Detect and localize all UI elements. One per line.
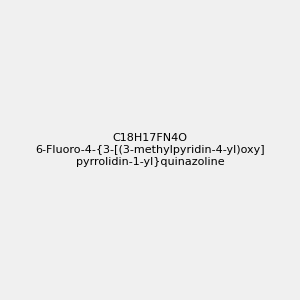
Text: C18H17FN4O
6-Fluoro-4-{3-[(3-methylpyridin-4-yl)oxy]
pyrrolidin-1-yl}quinazoline: C18H17FN4O 6-Fluoro-4-{3-[(3-methylpyrid… <box>35 134 265 166</box>
